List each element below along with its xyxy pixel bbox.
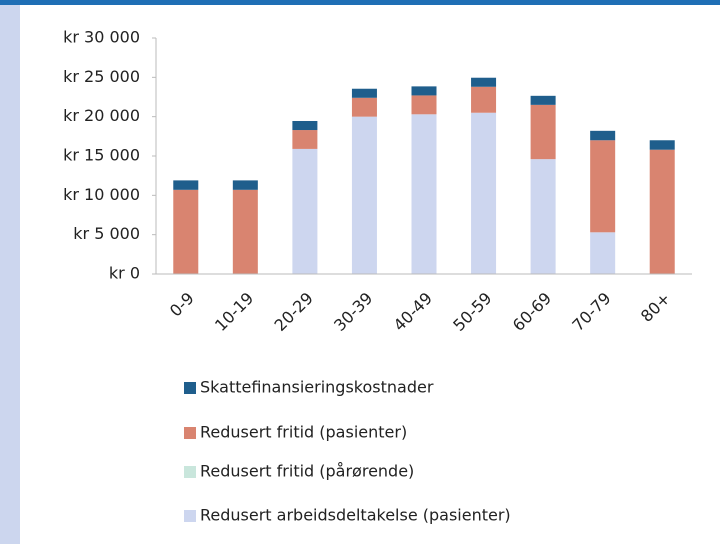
bar-segment: [649, 149, 675, 274]
top-border: [0, 0, 720, 5]
bar-segment: [351, 97, 377, 117]
legend-swatch: [184, 427, 196, 439]
y-tick-label: kr 5 000: [73, 224, 140, 243]
x-tick-label: 20-29: [271, 289, 317, 335]
bar-segment: [351, 116, 377, 275]
bar-segment: [411, 95, 437, 115]
x-tick-label: 70-79: [568, 289, 614, 335]
bar-segment: [292, 120, 318, 131]
bar-segment: [530, 104, 556, 160]
x-tick-label: 0-9: [166, 289, 198, 321]
legend-label: Redusert arbeidsdeltakelse (pasienter): [200, 506, 511, 525]
bar-segment: [649, 140, 675, 150]
legend-swatch: [184, 382, 196, 394]
bar-segment: [530, 159, 556, 274]
bar-segment: [590, 232, 616, 274]
legend-swatch: [184, 510, 196, 522]
legend-label: Redusert fritid (pasienter): [200, 423, 407, 442]
x-tick-label: 60-69: [509, 289, 555, 335]
bar-segment: [590, 140, 616, 233]
y-tick-label: kr 25 000: [63, 67, 140, 86]
bar-segment: [471, 86, 497, 113]
x-tick-label: 10-19: [211, 289, 257, 335]
bar-segment: [232, 180, 258, 190]
bar-segment: [232, 189, 258, 274]
bar-segment: [471, 112, 497, 274]
bar-segment: [173, 189, 199, 274]
x-tick-label: 50-59: [449, 289, 495, 335]
bar-segment: [292, 148, 318, 274]
x-tick-label: 30-39: [330, 289, 376, 335]
legend-swatch: [184, 466, 196, 478]
y-tick-label: kr 10 000: [63, 185, 140, 204]
y-tick-label: kr 20 000: [63, 106, 140, 125]
legend-label: Redusert fritid (pårørende): [200, 462, 414, 481]
bar-segment: [590, 130, 616, 141]
bar-segment: [292, 130, 318, 149]
bar-segment: [530, 95, 556, 105]
x-tick-label: 80+: [637, 289, 674, 326]
legend-label: Skattefinansieringskostnader: [200, 378, 434, 397]
bar-segment: [411, 86, 437, 96]
side-strip: [0, 5, 20, 544]
bar-segment: [471, 77, 497, 87]
bar-segment: [173, 180, 199, 190]
y-tick-label: kr 15 000: [63, 146, 140, 165]
x-tick-label: 40-49: [390, 289, 436, 335]
bar-segment: [351, 88, 377, 98]
bar-segment: [411, 114, 437, 274]
y-tick-label: kr 0: [109, 264, 140, 283]
y-tick-label: kr 30 000: [63, 28, 140, 47]
